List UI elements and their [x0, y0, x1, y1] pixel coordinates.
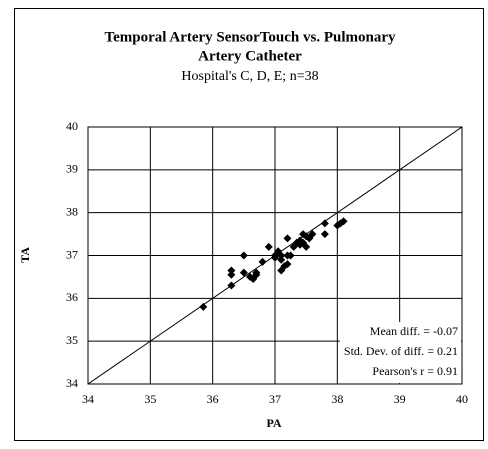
data-point	[320, 230, 329, 239]
data-point	[302, 242, 311, 251]
y-tick-label: 38	[66, 204, 78, 218]
chart-title: Temporal Artery SensorTouch vs. Pulmonar…	[105, 29, 396, 45]
annotation: Mean diff. = -0.07	[370, 324, 458, 338]
y-tick-label: 34	[66, 376, 78, 390]
annotation-box	[340, 322, 461, 383]
y-tick-label: 36	[66, 290, 78, 304]
data-point	[227, 270, 236, 279]
x-tick-label: 38	[331, 392, 343, 406]
x-tick-label: 34	[82, 392, 94, 406]
data-point	[227, 266, 236, 275]
data-point	[320, 219, 329, 228]
annotation: Std. Dev. of diff. = 0.21	[344, 344, 458, 358]
data-point	[289, 242, 298, 251]
y-tick-label: 37	[66, 247, 78, 261]
data-point	[283, 260, 292, 269]
x-tick-label: 36	[207, 392, 219, 406]
data-point	[283, 234, 292, 243]
y-tick-label: 39	[66, 162, 78, 176]
data-point	[271, 253, 279, 262]
data-point	[308, 230, 317, 239]
y-tick-label: 35	[66, 333, 78, 347]
data-point	[252, 268, 261, 277]
data-point	[277, 251, 286, 260]
x-tick-label: 40	[456, 392, 468, 406]
chart-title: Artery Catheter	[198, 48, 302, 64]
x-tick-label: 37	[269, 392, 281, 406]
data-point	[239, 251, 248, 260]
data-point	[286, 251, 295, 260]
x-axis-label: PA	[266, 416, 281, 430]
data-point	[277, 255, 286, 264]
x-tick-label: 39	[394, 392, 406, 406]
data-point	[199, 302, 208, 311]
y-tick-label: 40	[66, 119, 78, 133]
data-point	[258, 257, 267, 266]
data-point	[339, 217, 348, 226]
chart-subtitle: Hospital's C, D, E; n=38	[181, 69, 318, 84]
annotation: Pearson's r = 0.91	[372, 364, 458, 378]
data-point	[246, 272, 255, 281]
data-point	[264, 242, 273, 251]
x-tick-label: 35	[144, 392, 156, 406]
y-axis-label: TA	[18, 247, 32, 263]
data-point	[227, 281, 236, 290]
data-point	[239, 268, 248, 277]
